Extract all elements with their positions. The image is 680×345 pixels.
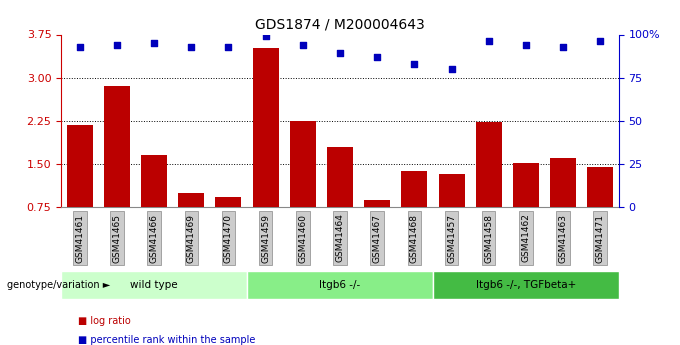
Bar: [104, 86, 130, 207]
Point: [558, 44, 568, 49]
Bar: [253, 48, 279, 207]
Point: [595, 39, 606, 44]
Bar: [476, 122, 502, 207]
Bar: [327, 147, 353, 207]
Point: [335, 51, 345, 56]
Bar: [588, 167, 613, 207]
Bar: [141, 155, 167, 207]
Text: GSM41468: GSM41468: [410, 214, 419, 263]
Point: [223, 44, 234, 49]
Bar: [433, 270, 619, 298]
Bar: [178, 193, 204, 207]
Text: GSM41464: GSM41464: [335, 214, 345, 263]
Bar: [364, 199, 390, 207]
Bar: [61, 270, 247, 298]
Bar: [290, 121, 316, 207]
Text: GSM41462: GSM41462: [522, 214, 530, 263]
Title: GDS1874 / M200004643: GDS1874 / M200004643: [255, 18, 425, 32]
Text: GSM41460: GSM41460: [299, 214, 307, 263]
Point: [186, 44, 197, 49]
Text: Itgb6 -/-: Itgb6 -/-: [320, 280, 360, 289]
Text: GSM41458: GSM41458: [484, 214, 493, 263]
Bar: [67, 125, 92, 207]
Text: GSM41471: GSM41471: [596, 214, 605, 263]
Point: [149, 40, 160, 46]
Text: GSM41457: GSM41457: [447, 214, 456, 263]
Text: GSM41467: GSM41467: [373, 214, 381, 263]
Point: [409, 61, 420, 67]
Point: [112, 42, 122, 48]
Text: Itgb6 -/-, TGFbeta+: Itgb6 -/-, TGFbeta+: [476, 280, 576, 289]
Point: [260, 33, 271, 39]
Text: GSM41470: GSM41470: [224, 214, 233, 263]
Point: [372, 54, 383, 60]
Text: GSM41463: GSM41463: [558, 214, 568, 263]
Text: genotype/variation ►: genotype/variation ►: [7, 280, 110, 289]
Bar: [550, 158, 576, 207]
Bar: [401, 171, 427, 207]
Text: GSM41461: GSM41461: [75, 214, 84, 263]
Text: GSM41459: GSM41459: [261, 214, 270, 263]
Bar: [439, 174, 464, 207]
Text: wild type: wild type: [131, 280, 178, 289]
Text: GSM41465: GSM41465: [112, 214, 122, 263]
Point: [297, 42, 308, 48]
Text: GSM41469: GSM41469: [187, 214, 196, 263]
Point: [74, 44, 85, 49]
Text: ■ percentile rank within the sample: ■ percentile rank within the sample: [78, 335, 256, 345]
Bar: [247, 270, 433, 298]
Bar: [216, 197, 241, 207]
Text: ■ log ratio: ■ log ratio: [78, 316, 131, 326]
Text: GSM41466: GSM41466: [150, 214, 158, 263]
Point: [446, 66, 457, 72]
Point: [520, 42, 531, 48]
Point: [483, 39, 494, 44]
Bar: [513, 163, 539, 207]
